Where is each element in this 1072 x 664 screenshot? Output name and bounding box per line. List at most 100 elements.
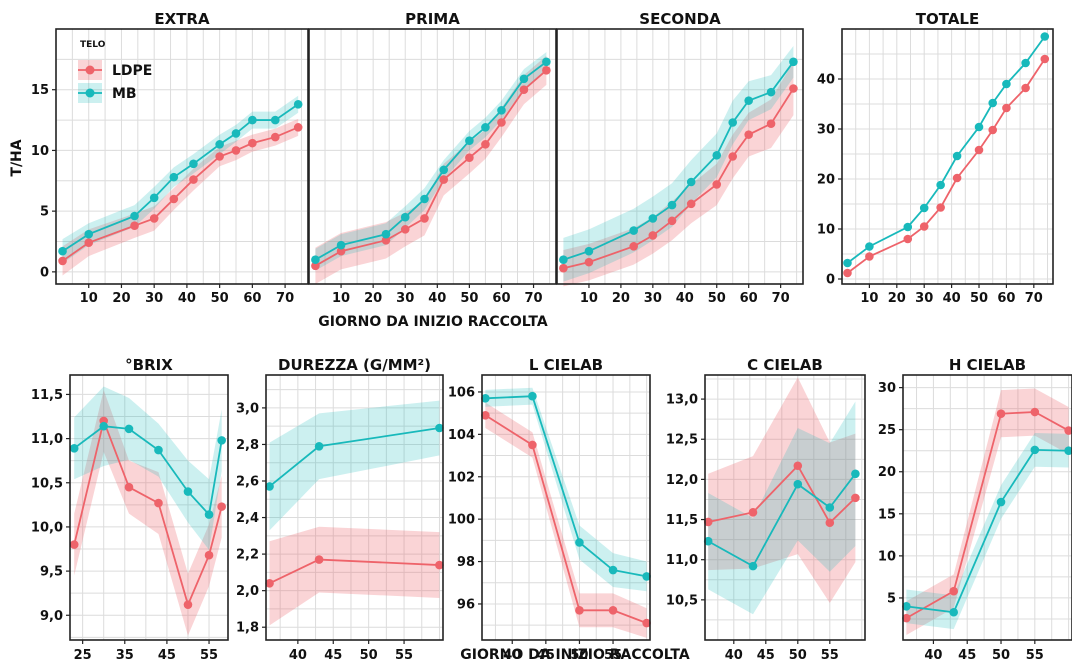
data-point-ldpe [435, 560, 444, 570]
data-point-mb [169, 172, 179, 182]
y-tick-label: 11,5 [31, 388, 63, 403]
data-point-ldpe [686, 199, 696, 209]
data-point-mb [231, 129, 241, 138]
x-axis-label-top: GIORNO DA INIZIO RACCOLTA [318, 314, 548, 330]
grid-l-cielab [482, 375, 650, 640]
x-tick-label: 30 [915, 291, 933, 306]
data-point-ldpe [1064, 426, 1072, 435]
y-tick-label: 96 [457, 597, 475, 612]
panel-extra: EXTRA 10 20 30 40 50 60 70 0 5 10 15 [31, 10, 309, 306]
data-point-mb [481, 394, 490, 403]
data-point-mb [542, 57, 551, 67]
data-point-mb [559, 255, 568, 265]
x-tick-label: 50 [211, 291, 229, 306]
data-point-mb [825, 503, 835, 512]
confidence-band-mb [315, 52, 547, 271]
grid-c-cielab [705, 375, 865, 641]
data-point-ldpe [420, 214, 429, 223]
y-tick-label: 12,5 [666, 433, 698, 448]
x-tick-label: 40 [289, 648, 307, 663]
x-tick-label: 50 [460, 291, 478, 306]
panel-title-h-cielab: H CIELAB [949, 356, 1026, 374]
data-point-ldpe [851, 493, 860, 503]
legend: TELO LDPE MB [78, 40, 152, 103]
x-tick-label: 45 [958, 648, 976, 663]
x-tick-label: 35 [116, 648, 134, 663]
y-tick-label: 100 [448, 513, 475, 528]
y-tick-label: 13,0 [666, 393, 698, 408]
data-point-ldpe [130, 221, 139, 231]
data-point-ldpe [481, 410, 490, 420]
x-tick-label: 25 [74, 648, 92, 663]
x-tick-label: 45 [757, 648, 775, 663]
x-tick-label: 45 [158, 648, 176, 663]
data-point-ldpe [400, 225, 410, 234]
panel-frame-extra [55, 28, 309, 285]
data-point-ldpe [336, 246, 346, 256]
data-point-mb [1021, 58, 1030, 68]
data-point-mb [686, 177, 696, 187]
data-point-ldpe [215, 152, 224, 161]
x-tick-label: 20 [888, 291, 906, 306]
x-tick-label: 70 [772, 291, 790, 306]
data-point-mb [793, 479, 803, 489]
x-tick-label: 50 [992, 648, 1010, 663]
data-point-ldpe [84, 238, 94, 248]
panel-title-durezza-g-mm: DUREZZA (G/MM²) [278, 356, 431, 374]
y-tick-label: 10 [31, 144, 49, 159]
data-point-mb [58, 246, 67, 256]
y-tick-label: 2,8 [236, 438, 259, 453]
legend-label-ldpe: LDPE [112, 63, 152, 79]
data-point-ldpe [996, 409, 1006, 418]
data-point-mb [843, 258, 852, 268]
y-tick-label: 10 [817, 223, 835, 238]
data-point-mb [481, 123, 490, 132]
data-point-ldpe [559, 263, 568, 273]
data-point-ldpe [124, 482, 134, 492]
grid-seconda [556, 28, 803, 284]
data-point-mb [130, 211, 139, 221]
data-point-ldpe [154, 498, 163, 508]
x-tick-label: 40 [725, 648, 743, 663]
data-point-ldpe [169, 194, 179, 204]
data-point-ldpe [69, 540, 79, 549]
data-point-mb [435, 423, 444, 433]
data-point-ldpe [919, 222, 929, 231]
data-point-mb [183, 487, 193, 496]
data-point-mb [336, 240, 346, 250]
y-tick-label: 5 [887, 591, 896, 606]
data-point-ldpe [528, 440, 537, 450]
y-tick-label: 20 [878, 465, 896, 480]
data-point-mb [215, 140, 224, 149]
data-point-ldpe [608, 606, 618, 615]
panel-title-totale: TOTALE [916, 10, 979, 28]
data-point-ldpe [703, 517, 713, 527]
data-point-ldpe [712, 180, 722, 189]
legend-key-ldpe-point [85, 65, 95, 75]
confidence-band-ldpe [906, 388, 1069, 635]
x-tick-label: 10 [580, 291, 598, 306]
panel-prima: PRIMA 10 20 30 40 50 60 70 [308, 10, 557, 306]
data-point-mb [314, 441, 324, 451]
x-tick-label: 55 [395, 648, 413, 663]
x-tick-label: 20 [612, 291, 630, 306]
data-point-mb [903, 222, 913, 232]
legend-label-mb: MB [112, 86, 137, 102]
y-tick-label: 10,0 [31, 520, 63, 535]
data-point-ldpe [642, 618, 651, 628]
panel-durezza-g-mm: DUREZZA (G/MM²) 40 45 50 55 1,8 2,0 2,2 2,4 2,6 2,… [236, 356, 444, 663]
y-tick-label: 30 [878, 381, 896, 396]
data-point-mb [265, 482, 274, 491]
y-tick-label: 2,0 [236, 584, 259, 599]
confidence-band-ldpe [269, 526, 440, 626]
x-tick-label: 60 [740, 291, 758, 306]
panel-frame-c-cielab [704, 374, 866, 641]
data-point-ldpe [189, 175, 198, 184]
data-point-ldpe [1002, 103, 1011, 113]
data-point-mb [851, 469, 860, 479]
panel-frame-durezza-g-mm [265, 374, 444, 641]
y-tick-label: 1,8 [236, 621, 259, 636]
data-point-mb [608, 565, 618, 575]
grid-brix [70, 375, 228, 640]
data-point-ldpe [1021, 83, 1030, 93]
